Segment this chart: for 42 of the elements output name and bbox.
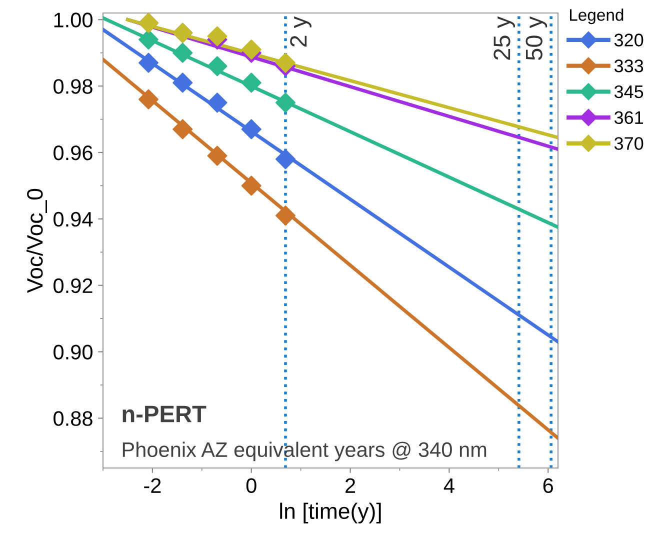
y-tick-label: 0.92 — [54, 278, 92, 294]
point — [241, 176, 262, 196]
x-axis-title: ln [time(y)] — [280, 502, 381, 524]
point — [172, 42, 193, 63]
point — [138, 30, 159, 50]
legend-title: Legend — [570, 8, 624, 24]
ref-line-label: 50 y — [526, 16, 548, 60]
legend-label: 333 — [614, 60, 644, 72]
legend-label: 320 — [614, 34, 644, 46]
legend-label: 361 — [614, 111, 643, 124]
point — [138, 89, 159, 110]
point — [207, 92, 228, 113]
point — [207, 26, 228, 46]
legend-label: 370 — [614, 137, 644, 150]
point — [207, 56, 228, 76]
annotation: Phoenix AZ equivalent years @ 340 nm — [122, 442, 486, 462]
ref-line-label: 25 y — [494, 16, 515, 60]
x-tick-label: 0 — [246, 478, 256, 494]
x-tick-label: 2 — [346, 478, 356, 493]
point — [275, 149, 296, 170]
y-tick-label: 0.90 — [54, 344, 92, 360]
y-tick-label: 0.88 — [54, 411, 92, 426]
y-tick-label: 0.98 — [54, 79, 92, 94]
point — [172, 119, 193, 140]
point — [275, 92, 296, 113]
point — [207, 146, 228, 166]
point — [138, 52, 159, 73]
y-tick-label: 0.96 — [54, 145, 92, 160]
y-axis-title: Voc/Voc_0 — [26, 188, 47, 293]
x-tick-label: 6 — [543, 478, 553, 494]
x-tick-label: 4 — [444, 478, 454, 493]
y-tick-label: 0.94 — [54, 212, 93, 227]
y-tick-label: 1.00 — [54, 12, 92, 28]
point — [275, 52, 296, 73]
point — [275, 206, 296, 226]
x-tick-label: -2 — [144, 478, 161, 493]
point — [241, 119, 262, 140]
legend-label: 345 — [614, 85, 644, 98]
point — [172, 72, 193, 93]
ref-line-label: 2 y — [290, 16, 312, 47]
annotation: n-PERT — [122, 406, 206, 422]
point — [241, 72, 262, 93]
